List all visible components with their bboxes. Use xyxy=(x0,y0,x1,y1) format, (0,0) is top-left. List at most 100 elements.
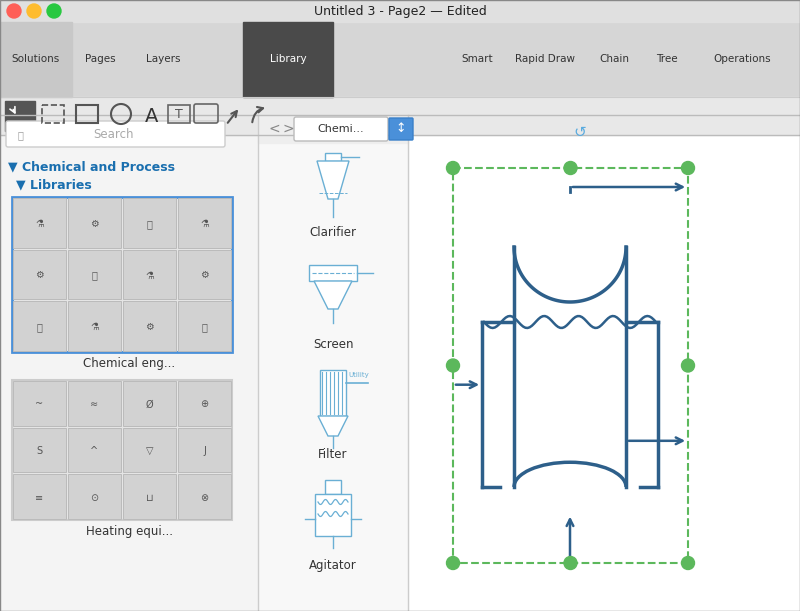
Text: T: T xyxy=(175,109,183,122)
Text: ⊔: ⊔ xyxy=(146,492,154,503)
Bar xyxy=(123,381,176,426)
Text: ▼ Libraries: ▼ Libraries xyxy=(16,178,92,191)
Bar xyxy=(178,301,231,351)
Circle shape xyxy=(682,359,694,372)
Text: ⊙: ⊙ xyxy=(90,492,98,503)
Text: Chemical eng...: Chemical eng... xyxy=(83,357,175,370)
FancyBboxPatch shape xyxy=(6,121,225,147)
Text: Rapid Draw: Rapid Draw xyxy=(515,54,575,65)
Text: >: > xyxy=(282,122,294,136)
Bar xyxy=(12,197,232,352)
Bar xyxy=(68,428,121,472)
Text: ⊕: ⊕ xyxy=(201,400,209,409)
Text: 🔍: 🔍 xyxy=(17,130,23,140)
Text: ≡: ≡ xyxy=(35,492,43,503)
Text: 🔧: 🔧 xyxy=(202,322,207,332)
Bar xyxy=(13,381,66,426)
Bar xyxy=(12,380,232,520)
Bar xyxy=(68,381,121,426)
Text: 🔧: 🔧 xyxy=(146,219,153,229)
Text: ⚙: ⚙ xyxy=(90,219,99,229)
Bar xyxy=(68,301,121,351)
Bar xyxy=(68,474,121,519)
Bar xyxy=(13,198,66,247)
Bar xyxy=(258,115,408,143)
Text: Pages: Pages xyxy=(85,54,115,65)
FancyBboxPatch shape xyxy=(294,117,388,141)
Bar xyxy=(0,115,258,611)
Circle shape xyxy=(564,557,577,569)
Bar xyxy=(13,474,66,519)
Circle shape xyxy=(682,161,694,175)
Text: 🔧: 🔧 xyxy=(91,271,98,280)
Bar xyxy=(408,115,800,611)
Bar xyxy=(76,105,98,123)
Bar xyxy=(325,153,341,161)
Bar xyxy=(168,105,190,123)
Text: ⚙: ⚙ xyxy=(200,271,209,280)
Bar xyxy=(0,0,800,22)
Circle shape xyxy=(682,557,694,569)
Bar xyxy=(178,428,231,472)
Bar xyxy=(178,474,231,519)
Text: Search: Search xyxy=(94,128,134,142)
Circle shape xyxy=(446,359,459,372)
Text: Smart: Smart xyxy=(461,54,493,65)
Text: ▼ Chemical and Process: ▼ Chemical and Process xyxy=(8,161,175,174)
Bar xyxy=(123,250,176,299)
Text: Untitled 3 - Page2 — Edited: Untitled 3 - Page2 — Edited xyxy=(314,4,486,18)
Bar xyxy=(320,370,346,416)
Text: ⚙: ⚙ xyxy=(145,322,154,332)
Bar xyxy=(123,474,176,519)
Text: ⚗: ⚗ xyxy=(200,219,209,229)
Text: ↺: ↺ xyxy=(574,125,586,139)
Bar xyxy=(178,198,231,247)
Circle shape xyxy=(27,4,41,18)
Bar xyxy=(0,97,800,135)
Text: ⊗: ⊗ xyxy=(201,492,209,503)
Bar xyxy=(123,301,176,351)
Text: A: A xyxy=(146,106,158,125)
Text: Utility: Utility xyxy=(349,372,370,378)
Text: ↕: ↕ xyxy=(396,122,406,136)
Bar xyxy=(42,105,64,123)
Circle shape xyxy=(47,4,61,18)
Text: <: < xyxy=(268,122,280,136)
Bar xyxy=(123,198,176,247)
Text: Clarifier: Clarifier xyxy=(310,227,357,240)
Text: Tree: Tree xyxy=(656,54,678,65)
Text: Library: Library xyxy=(270,54,306,65)
Text: S: S xyxy=(37,446,42,456)
Bar xyxy=(243,22,333,97)
Text: ⚗: ⚗ xyxy=(90,322,99,332)
Polygon shape xyxy=(318,416,348,436)
Text: Chain: Chain xyxy=(599,54,629,65)
Circle shape xyxy=(446,557,459,569)
Polygon shape xyxy=(314,281,352,309)
Text: Filter: Filter xyxy=(318,448,348,461)
Bar xyxy=(0,22,800,97)
Bar xyxy=(5,101,35,131)
Bar xyxy=(13,428,66,472)
Text: ▽: ▽ xyxy=(146,446,154,456)
Text: Layers: Layers xyxy=(146,54,180,65)
Bar xyxy=(309,265,357,281)
Bar xyxy=(178,381,231,426)
Text: Heating equi...: Heating equi... xyxy=(86,525,173,538)
Bar xyxy=(258,115,408,611)
Bar xyxy=(453,168,688,563)
Text: Agitator: Agitator xyxy=(309,558,357,571)
Text: ⚗: ⚗ xyxy=(145,271,154,280)
Circle shape xyxy=(446,161,459,175)
Text: Ø: Ø xyxy=(146,400,154,409)
Bar xyxy=(13,250,66,299)
Text: J: J xyxy=(203,446,206,456)
Circle shape xyxy=(564,161,577,175)
FancyBboxPatch shape xyxy=(389,118,413,140)
Text: ⚗: ⚗ xyxy=(35,219,44,229)
Bar xyxy=(325,480,341,494)
Circle shape xyxy=(7,4,21,18)
Bar xyxy=(178,250,231,299)
Text: ≈: ≈ xyxy=(90,400,98,409)
Text: Solutions: Solutions xyxy=(12,54,60,65)
